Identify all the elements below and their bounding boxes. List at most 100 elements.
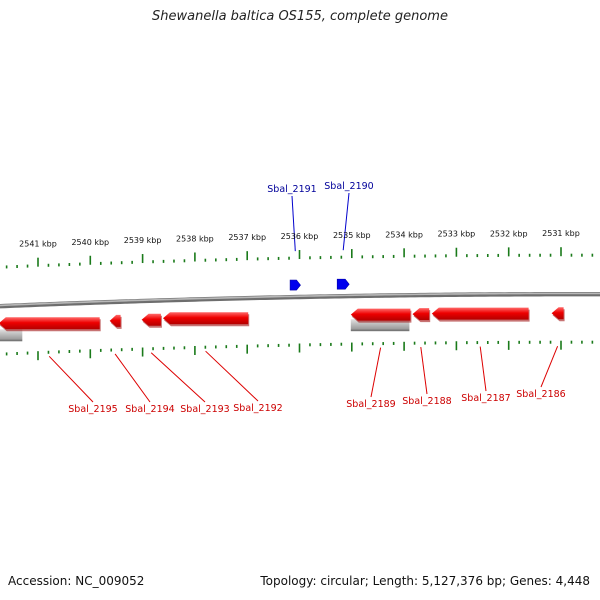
- forward-gene-label: Sbal_2191: [267, 184, 316, 195]
- bottom-minor-tick: [518, 340, 520, 344]
- top-minor-tick: [392, 254, 395, 258]
- bottom-minor-tick: [539, 340, 541, 344]
- top-minor-tick: [58, 263, 60, 267]
- top-minor-tick: [131, 260, 133, 264]
- bottom-minor-tick: [5, 352, 8, 356]
- top-minor-tick: [528, 253, 531, 257]
- bottom-minor-tick: [413, 341, 416, 345]
- bottom-minor-tick: [309, 343, 311, 347]
- top-minor-tick: [591, 253, 594, 257]
- bottom-minor-tick: [486, 341, 489, 344]
- top-minor-tick: [539, 253, 541, 257]
- top-minor-tick: [120, 261, 123, 265]
- bottom-minor-tick: [235, 344, 238, 348]
- bottom-major-tick: [455, 341, 458, 351]
- top-major-tick: [246, 251, 248, 261]
- bottom-minor-tick: [497, 340, 500, 344]
- top-minor-tick: [26, 264, 29, 268]
- bottom-minor-tick: [79, 349, 81, 353]
- top-minor-tick: [424, 254, 426, 258]
- reverse-gene-label: Sbal_2195: [68, 404, 117, 415]
- bottom-major-tick: [507, 340, 510, 350]
- map-title: Shewanella baltica OS155, complete genom…: [152, 9, 448, 24]
- top-minor-tick: [371, 255, 374, 259]
- gray-feature-shadow: [0, 339, 23, 342]
- forward-gene-label: Sbal_2190: [324, 181, 373, 192]
- reverse-gene-label: Sbal_2186: [516, 389, 565, 400]
- bottom-major-tick: [560, 340, 562, 350]
- top-minor-tick: [361, 255, 364, 259]
- scale-label: 2534 kbp: [385, 230, 423, 239]
- top-minor-tick: [486, 254, 489, 257]
- top-major-tick: [351, 249, 353, 259]
- reverse-gene-label: Sbal_2194: [125, 404, 174, 415]
- top-minor-tick: [549, 253, 552, 257]
- bottom-minor-tick: [434, 341, 437, 345]
- bottom-minor-tick: [371, 342, 374, 346]
- reverse-gene-arrow: [0, 317, 100, 330]
- reverse-gene-label-leader: [205, 350, 259, 402]
- bottom-major-tick: [141, 347, 144, 357]
- bottom-minor-tick: [225, 345, 228, 349]
- bottom-minor-tick: [152, 347, 154, 351]
- forward-gene-label-leader: [342, 192, 350, 251]
- scale-label: 2540 kbp: [71, 238, 109, 247]
- reverse-gene-label-leader: [370, 347, 382, 398]
- reverse-gene-label-leader: [420, 347, 428, 395]
- genome-backbone: [0, 291, 600, 309]
- bottom-minor-tick: [340, 342, 343, 346]
- bottom-minor-tick: [26, 351, 29, 355]
- bottom-minor-tick: [120, 348, 123, 352]
- bottom-minor-tick: [382, 342, 384, 346]
- top-major-tick: [89, 255, 92, 265]
- scale-labels: 2541 kbp 2540 kbp 2539 kbp 2538 kbp 2537 kbp…: [19, 229, 580, 249]
- scale-label: 2537 kbp: [228, 233, 266, 242]
- top-scale-ticks: [5, 247, 594, 269]
- top-minor-tick: [47, 263, 50, 267]
- top-minor-tick: [319, 256, 322, 260]
- scale-label: 2538 kbp: [176, 235, 214, 244]
- reverse-gene-label: Sbal_2188: [402, 396, 451, 407]
- bottom-minor-tick: [99, 348, 102, 352]
- reverse-gene-label: Sbal_2192: [233, 403, 282, 414]
- gray-feature-layer: [0, 319, 410, 342]
- bottom-minor-tick: [173, 346, 175, 350]
- gray-feature-bar: [350, 319, 410, 330]
- backbone-highlight: [0, 292, 600, 307]
- bottom-minor-tick: [466, 341, 468, 345]
- bottom-minor-tick: [68, 350, 71, 353]
- bottom-major-tick: [246, 344, 248, 354]
- reverse-gene-arrow: [163, 312, 249, 325]
- bottom-minor-tick: [424, 341, 426, 345]
- top-minor-tick: [183, 259, 186, 263]
- top-minor-tick: [204, 258, 207, 262]
- top-minor-tick: [173, 259, 175, 263]
- bottom-minor-tick: [204, 345, 207, 349]
- reverse-gene-label-leader: [48, 355, 94, 403]
- gray-feature-shadow: [350, 329, 410, 332]
- bottom-scale-ticks: [5, 340, 594, 361]
- top-minor-tick: [225, 258, 228, 262]
- top-minor-tick: [235, 257, 238, 261]
- top-major-tick: [403, 248, 405, 258]
- scale-label: 2541 kbp: [19, 240, 57, 249]
- bottom-minor-tick: [392, 341, 395, 345]
- top-major-tick: [37, 257, 39, 267]
- scale-label: 2531 kbp: [542, 229, 580, 238]
- scale-label: 2539 kbp: [124, 236, 162, 245]
- top-minor-tick: [309, 256, 311, 260]
- bottom-minor-tick: [591, 340, 594, 344]
- top-minor-tick: [518, 253, 520, 257]
- top-major-tick: [141, 254, 144, 264]
- bottom-minor-tick: [528, 340, 531, 344]
- bottom-minor-tick: [131, 347, 133, 351]
- top-minor-tick: [99, 261, 102, 265]
- top-minor-tick: [152, 260, 154, 264]
- top-minor-tick: [256, 257, 259, 261]
- bottom-minor-tick: [162, 346, 165, 350]
- top-minor-tick: [445, 254, 447, 258]
- forward-gene-arrow: [336, 278, 350, 290]
- bottom-major-tick: [351, 342, 353, 352]
- bottom-minor-tick: [277, 343, 280, 347]
